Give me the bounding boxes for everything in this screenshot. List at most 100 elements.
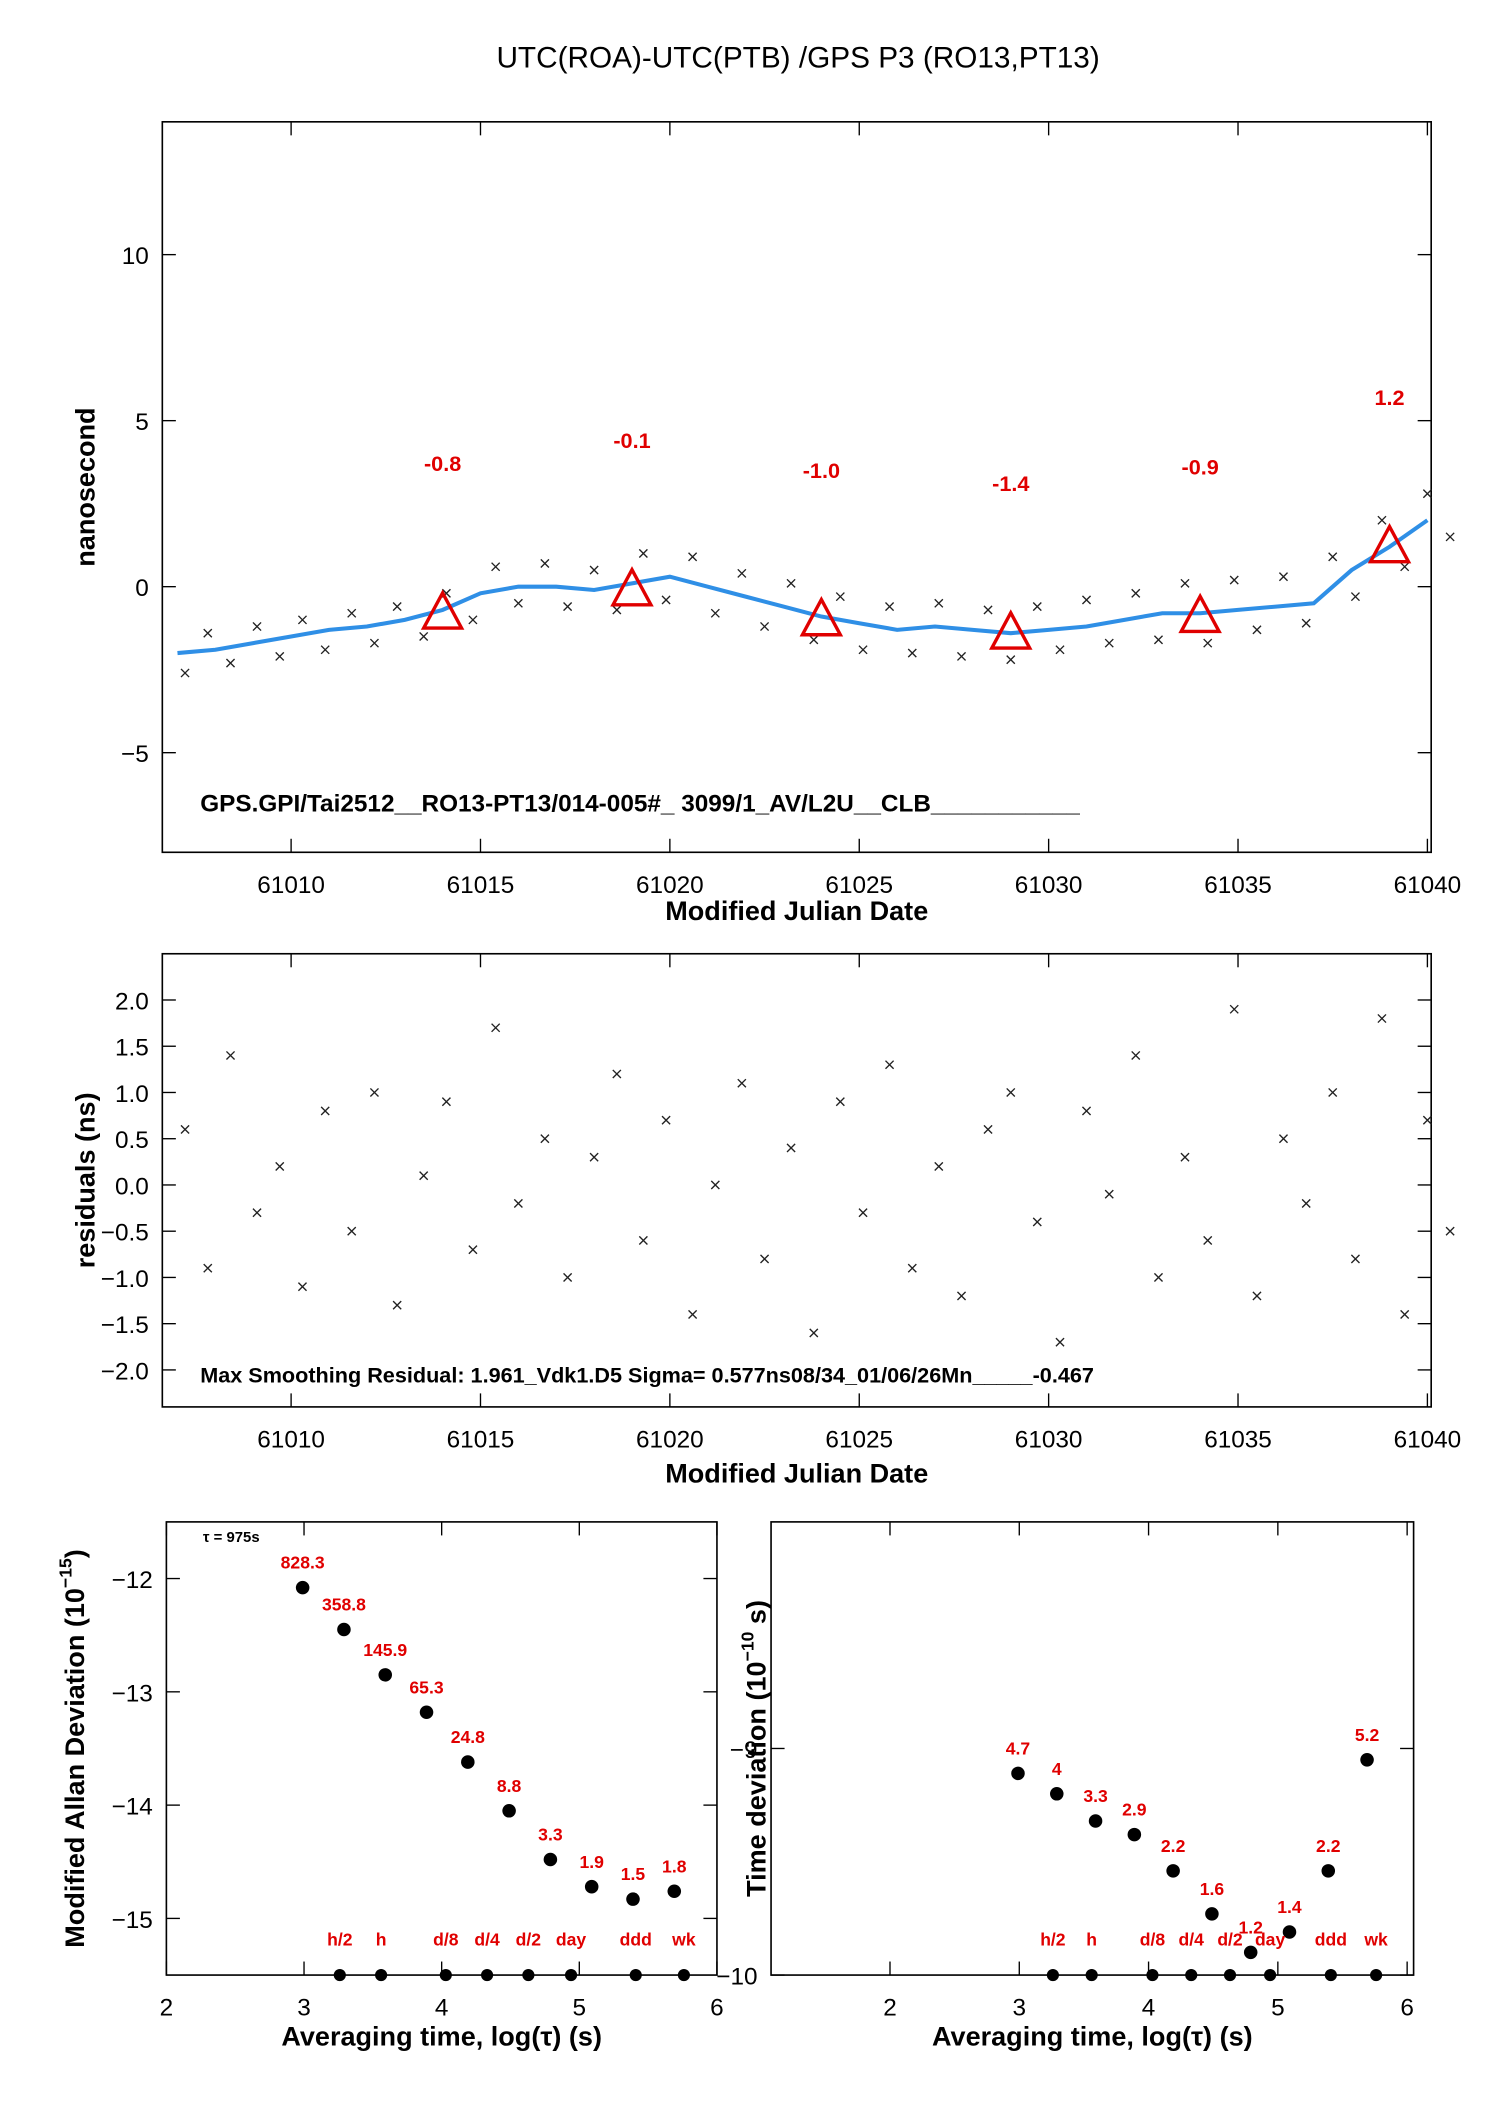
x-tick-label: 3 xyxy=(297,1995,311,2022)
data-point xyxy=(1350,1254,1360,1264)
y-axis-label: residuals (ns) xyxy=(71,1092,101,1268)
marker-label: -1.0 xyxy=(803,458,840,483)
data-point xyxy=(809,635,819,645)
triangle-marker xyxy=(988,609,1033,650)
data-point xyxy=(1032,602,1042,612)
data-point xyxy=(491,562,501,572)
y-axis-label-part: ) xyxy=(60,1549,90,1558)
interval-label: d/4 xyxy=(1179,1929,1205,1949)
x-tick-label: 61020 xyxy=(636,872,704,899)
interval-dot xyxy=(480,1968,494,1982)
data-point xyxy=(320,645,330,655)
data-point xyxy=(1032,1217,1042,1227)
data-point xyxy=(1011,1766,1025,1781)
y-axis-label: Modified Allan Deviation (10−15) xyxy=(56,1549,90,1948)
interval-label: wk xyxy=(1363,1929,1388,1949)
y-tick-label: 10 xyxy=(122,243,149,270)
data-point xyxy=(1203,1235,1213,1245)
y-tick-label: −0.5 xyxy=(101,1220,149,1247)
x-tick-label: 2 xyxy=(160,1995,174,2022)
x-tick-label: 61025 xyxy=(825,1426,893,1453)
data-point xyxy=(1050,1787,1064,1801)
data-point xyxy=(392,1300,402,1310)
data-point xyxy=(369,1087,379,1098)
data-point xyxy=(584,1879,599,1894)
interval-label: ddd xyxy=(620,1929,652,1949)
y-tick-label: 0.5 xyxy=(115,1127,149,1154)
data-point xyxy=(626,1892,640,1906)
data-point xyxy=(667,1884,682,1898)
data-point xyxy=(1131,1050,1141,1061)
y-axis-label-part: Time deviation (10 xyxy=(742,1661,772,1897)
data-point xyxy=(1377,515,1387,525)
triangle-marker xyxy=(1367,522,1412,564)
data-point xyxy=(1360,1753,1374,1767)
data-point xyxy=(1278,572,1289,582)
point-label: 1.4 xyxy=(1277,1897,1302,1917)
x-axis-label: Modified Julian Date xyxy=(665,1459,928,1489)
y-axis-label: Time deviation (10−10 s) xyxy=(737,1600,771,1897)
y-tick-label: 0 xyxy=(135,575,149,602)
data-point xyxy=(419,631,429,642)
chart-title: UTC(ROA)-UTC(PTB) /GPS P3 (RO13,PT13) xyxy=(496,42,1099,75)
x-tick-label: 61015 xyxy=(447,1426,515,1453)
data-point xyxy=(468,1245,478,1255)
y-axis-label-part: −10 xyxy=(737,1631,757,1661)
y-axis-label-part: s) xyxy=(742,1600,772,1632)
data-point xyxy=(612,1069,622,1079)
x-tick-label: 5 xyxy=(1271,1995,1285,2022)
point-label: 3.3 xyxy=(1083,1786,1108,1806)
data-point xyxy=(1104,1189,1114,1199)
data-point xyxy=(1422,1115,1432,1125)
interval-dot xyxy=(677,1968,690,1982)
marker-label: -0.9 xyxy=(1182,455,1219,480)
data-point xyxy=(835,592,845,602)
data-point xyxy=(1006,1087,1016,1098)
data-point xyxy=(513,598,523,608)
data-point xyxy=(1081,595,1092,605)
interval-label: day xyxy=(556,1929,587,1949)
data-point xyxy=(858,645,868,655)
x-tick-label: 61025 xyxy=(825,872,893,899)
x-axis-label: Averaging time, log(τ) (s) xyxy=(932,2021,1253,2051)
data-point xyxy=(661,595,671,605)
interval-dot xyxy=(1324,1968,1337,1982)
point-label: 2.2 xyxy=(1161,1836,1186,1856)
marker-label: -0.1 xyxy=(613,428,650,453)
data-point xyxy=(1252,1291,1262,1301)
data-point xyxy=(1350,592,1360,602)
point-label: 828.3 xyxy=(281,1553,325,1573)
data-point xyxy=(589,1152,599,1162)
data-point xyxy=(1445,1226,1455,1236)
data-point xyxy=(1229,1004,1239,1014)
interval-dot xyxy=(564,1968,578,1982)
x-tick-label: 61030 xyxy=(1015,872,1083,899)
data-point xyxy=(297,1282,308,1292)
point-label: 145.9 xyxy=(363,1640,407,1660)
point-label: 65.3 xyxy=(409,1677,443,1697)
interval-label: d/8 xyxy=(1140,1929,1166,1949)
y-tick-label: 1.0 xyxy=(115,1081,149,1108)
x-tick-label: 61040 xyxy=(1394,1426,1462,1453)
x-tick-label: 4 xyxy=(1142,1995,1156,2022)
data-point xyxy=(1131,588,1141,598)
data-point xyxy=(907,1263,917,1273)
data-point xyxy=(563,1272,573,1282)
interval-label: d/2 xyxy=(1217,1929,1243,1949)
interval-dot xyxy=(522,1968,535,1982)
data-point xyxy=(468,615,478,625)
data-point xyxy=(688,552,698,562)
plot-frame xyxy=(161,121,1432,854)
data-point xyxy=(1203,638,1213,648)
data-point xyxy=(252,1208,262,1218)
data-point xyxy=(180,668,190,678)
y-axis-label-part: −15 xyxy=(56,1558,76,1588)
x-tick-label: 61035 xyxy=(1204,1426,1272,1453)
point-label: 1.5 xyxy=(621,1864,646,1884)
interval-label: h xyxy=(376,1929,387,1949)
data-point xyxy=(180,1124,190,1135)
data-point xyxy=(786,578,796,588)
x-tick-label: 61010 xyxy=(257,1426,325,1453)
interval-dot xyxy=(1146,1968,1159,1982)
x-tick-label: 6 xyxy=(1400,1995,1414,2022)
